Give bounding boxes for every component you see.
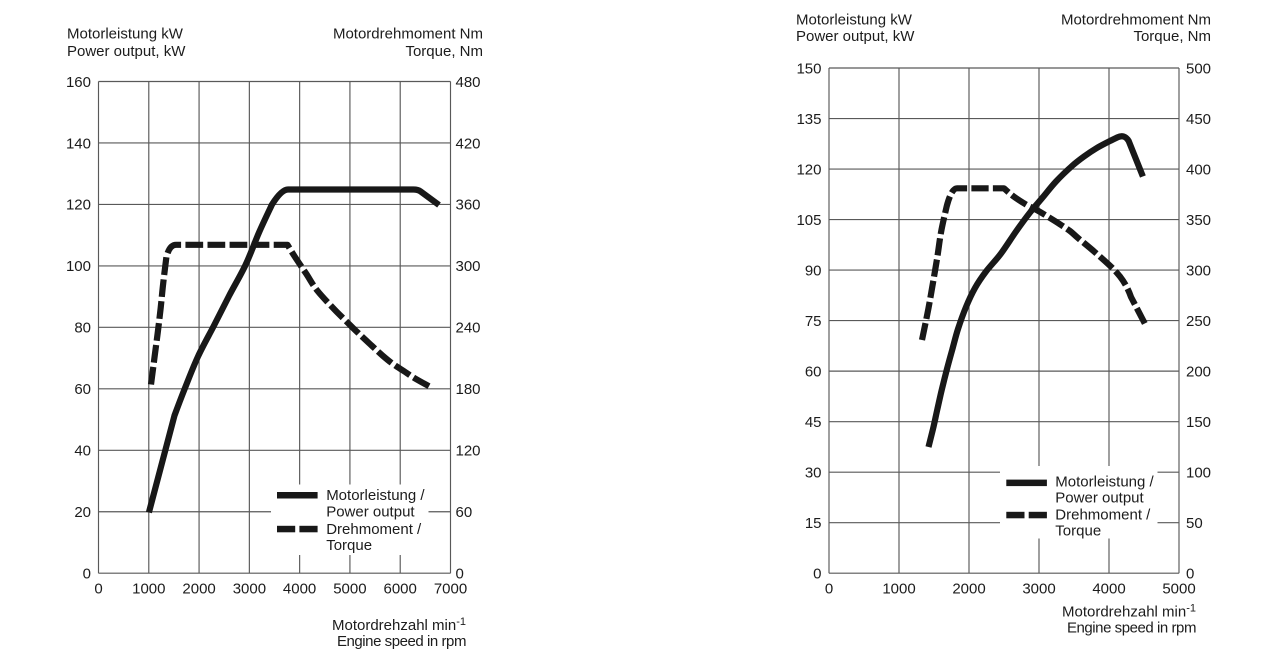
svg-text:300: 300 [1186, 262, 1211, 279]
svg-text:2000: 2000 [182, 581, 215, 598]
svg-text:Motordrehmoment Nm: Motordrehmoment Nm [1061, 11, 1211, 28]
svg-text:420: 420 [456, 135, 481, 152]
svg-text:Motorleistung kW: Motorleistung kW [796, 11, 913, 28]
svg-text:Engine speed in rpm: Engine speed in rpm [337, 633, 466, 650]
svg-text:40: 40 [74, 443, 91, 460]
svg-text:300: 300 [456, 258, 481, 275]
svg-text:3000: 3000 [1022, 581, 1055, 598]
svg-text:60: 60 [456, 504, 473, 521]
svg-text:180: 180 [456, 381, 481, 398]
svg-text:120: 120 [66, 197, 91, 214]
svg-text:Torque: Torque [326, 537, 372, 554]
svg-text:5000: 5000 [1162, 581, 1195, 598]
svg-text:Motordrehzahl min-1: Motordrehzahl min-1 [332, 616, 466, 634]
svg-text:Motorleistung kW: Motorleistung kW [67, 25, 184, 42]
svg-text:Motordrehmoment Nm: Motordrehmoment Nm [333, 25, 483, 42]
svg-text:500: 500 [1186, 60, 1211, 77]
svg-text:Power output, kW: Power output, kW [796, 28, 915, 45]
svg-text:4000: 4000 [283, 581, 316, 598]
svg-text:0: 0 [94, 581, 102, 598]
svg-text:Torque, Nm: Torque, Nm [1133, 28, 1211, 45]
svg-text:0: 0 [83, 566, 91, 583]
svg-text:4000: 4000 [1092, 581, 1125, 598]
svg-text:Motordrehzahl min-1: Motordrehzahl min-1 [1062, 603, 1196, 621]
svg-text:350: 350 [1186, 212, 1211, 229]
svg-text:Torque: Torque [1055, 523, 1101, 540]
svg-text:5000: 5000 [333, 581, 366, 598]
svg-text:0: 0 [813, 566, 821, 583]
svg-text:1000: 1000 [882, 581, 915, 598]
svg-text:20: 20 [74, 504, 91, 521]
svg-text:2000: 2000 [952, 581, 985, 598]
svg-text:Power output: Power output [1055, 489, 1144, 506]
svg-text:240: 240 [456, 320, 481, 337]
svg-text:75: 75 [805, 313, 822, 330]
svg-text:Drehmoment /: Drehmoment / [326, 521, 422, 538]
svg-text:90: 90 [805, 262, 822, 279]
svg-text:Torque, Nm: Torque, Nm [405, 43, 483, 60]
svg-text:Motorleistung /: Motorleistung / [1055, 474, 1154, 491]
svg-text:Engine speed in rpm: Engine speed in rpm [1067, 620, 1196, 637]
svg-text:120: 120 [796, 161, 821, 178]
svg-text:105: 105 [796, 212, 821, 229]
svg-text:200: 200 [1186, 363, 1211, 380]
svg-text:120: 120 [456, 443, 481, 460]
svg-text:60: 60 [74, 381, 91, 398]
svg-text:80: 80 [74, 320, 91, 337]
svg-text:450: 450 [1186, 111, 1211, 128]
svg-text:6000: 6000 [384, 581, 417, 598]
svg-text:7000: 7000 [434, 581, 467, 598]
svg-text:360: 360 [456, 197, 481, 214]
svg-text:135: 135 [796, 111, 821, 128]
svg-text:50: 50 [1186, 515, 1203, 532]
svg-text:Drehmoment /: Drehmoment / [1055, 506, 1151, 523]
svg-text:150: 150 [1186, 414, 1211, 431]
svg-text:0: 0 [456, 566, 464, 583]
svg-text:160: 160 [66, 74, 91, 91]
svg-text:0: 0 [825, 581, 833, 598]
svg-text:1000: 1000 [132, 581, 165, 598]
svg-text:Power output: Power output [326, 503, 415, 520]
svg-text:100: 100 [66, 258, 91, 275]
svg-text:60: 60 [805, 363, 822, 380]
svg-text:30: 30 [805, 465, 822, 482]
svg-text:150: 150 [796, 60, 821, 77]
svg-text:100: 100 [1186, 465, 1211, 482]
svg-text:400: 400 [1186, 161, 1211, 178]
svg-text:140: 140 [66, 135, 91, 152]
svg-text:45: 45 [805, 414, 822, 431]
svg-text:Power output, kW: Power output, kW [67, 43, 186, 60]
svg-text:250: 250 [1186, 313, 1211, 330]
svg-text:Motorleistung /: Motorleistung / [326, 487, 425, 504]
svg-text:15: 15 [805, 515, 822, 532]
svg-text:3000: 3000 [233, 581, 266, 598]
svg-text:480: 480 [456, 74, 481, 91]
svg-text:0: 0 [1186, 566, 1194, 583]
